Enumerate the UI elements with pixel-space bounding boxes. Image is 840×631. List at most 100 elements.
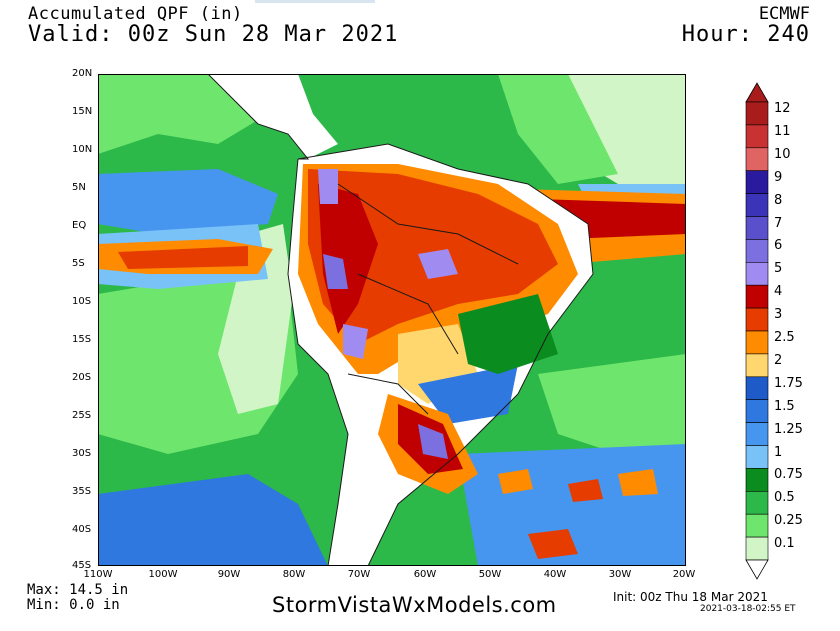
precip-band-light bbox=[498, 74, 618, 184]
legend-swatch bbox=[745, 422, 769, 446]
precip-band-light bbox=[538, 354, 686, 464]
legend-colorbar bbox=[745, 82, 769, 580]
precip-area-heavy bbox=[323, 254, 348, 289]
legend-label: 2.5 bbox=[774, 330, 795, 345]
top-strip bbox=[255, 0, 375, 3]
legend-label: 3 bbox=[774, 307, 783, 323]
legend-swatch bbox=[745, 330, 769, 355]
legend-label: 11 bbox=[774, 123, 791, 139]
precip-area-heavy bbox=[343, 324, 368, 359]
lat-label: 30S bbox=[72, 448, 92, 459]
land-mass bbox=[208, 74, 338, 159]
lat-label: 35S bbox=[72, 486, 92, 497]
precip-area-moderate bbox=[418, 364, 518, 424]
precip-band-red bbox=[118, 246, 248, 269]
lat-label: 20S bbox=[72, 372, 92, 383]
precip-band-blue bbox=[98, 169, 278, 234]
precip-area-heavy bbox=[418, 249, 458, 279]
legend-swatch bbox=[745, 170, 769, 194]
valid-time: Valid: 00z Sun 28 Mar 2021 bbox=[28, 22, 399, 47]
precip-area-heavy bbox=[418, 424, 448, 459]
legend-arrow-bottom bbox=[745, 559, 769, 580]
generated-time: 2021-03-18-02:55 ET bbox=[700, 604, 796, 614]
precip-band-blue bbox=[98, 474, 328, 566]
legend-swatch bbox=[745, 216, 769, 240]
precip-area-moderate bbox=[458, 294, 558, 374]
max-value: Max: 14.5 in bbox=[27, 582, 129, 598]
legend-label: 8 bbox=[774, 192, 783, 208]
legend-swatch bbox=[745, 376, 769, 400]
precip-band-light bbox=[218, 224, 293, 414]
legend-swatch bbox=[745, 262, 769, 286]
precip-cell bbox=[528, 529, 578, 559]
precip-area-heavy bbox=[318, 184, 378, 334]
map-title: Accumulated QPF (in) bbox=[28, 4, 243, 24]
lon-label: 40W bbox=[543, 569, 567, 580]
lat-label: 20N bbox=[72, 68, 93, 79]
legend-swatch bbox=[745, 307, 769, 332]
legend-swatch bbox=[745, 399, 769, 423]
legend-label: 0.75 bbox=[774, 467, 803, 483]
legend-swatch bbox=[745, 101, 769, 126]
legend-label: 1 bbox=[774, 444, 783, 460]
lon-label: 90W bbox=[217, 569, 241, 580]
legend-swatch bbox=[745, 124, 769, 149]
lat-label: 25S bbox=[72, 410, 92, 421]
legend-swatch bbox=[745, 513, 769, 538]
precip-cell bbox=[498, 469, 533, 494]
legend-label: 0.25 bbox=[774, 513, 803, 529]
legend-label: 0.1 bbox=[774, 536, 795, 552]
legend-label: 10 bbox=[774, 146, 791, 162]
legend-swatch bbox=[745, 147, 769, 172]
legend-swatch bbox=[745, 490, 769, 515]
model-name: ECMWF bbox=[758, 4, 810, 24]
forecast-hour: Hour: 240 bbox=[681, 22, 810, 47]
lon-label: 70W bbox=[347, 569, 371, 580]
map-frame bbox=[98, 74, 686, 566]
legend-swatch bbox=[745, 193, 769, 217]
legend-swatch bbox=[745, 445, 769, 469]
legend-label: 1.5 bbox=[774, 398, 795, 414]
lon-label: 110W bbox=[83, 569, 113, 580]
lon-label: 50W bbox=[478, 569, 502, 580]
legend-label: 7 bbox=[774, 215, 783, 231]
legend-label: 12 bbox=[774, 101, 791, 116]
legend-label: 2 bbox=[774, 352, 783, 368]
precipitation-map bbox=[98, 74, 686, 566]
legend-swatch bbox=[745, 239, 769, 263]
legend-swatch bbox=[745, 468, 769, 492]
lat-label: 5S bbox=[72, 258, 85, 269]
lon-label: 60W bbox=[413, 569, 437, 580]
legend-label: 9 bbox=[774, 169, 783, 185]
precip-area-heavy bbox=[318, 169, 338, 204]
legend-label: 0.5 bbox=[774, 490, 795, 506]
min-value: Min: 0.0 in bbox=[27, 597, 120, 613]
precip-cell bbox=[568, 479, 603, 502]
lon-label: 20W bbox=[672, 569, 696, 580]
lat-label: EQ bbox=[72, 220, 87, 231]
lat-label: 15N bbox=[72, 106, 93, 117]
legend-label: 5 bbox=[774, 261, 783, 277]
legend-label: 4 bbox=[774, 284, 783, 300]
legend-swatch bbox=[745, 353, 769, 378]
legend-arrow-top bbox=[745, 82, 769, 103]
legend-label: 1.75 bbox=[774, 375, 803, 391]
precip-band-light bbox=[98, 74, 268, 154]
lat-label: 10S bbox=[72, 296, 92, 307]
legend-label: 6 bbox=[774, 238, 783, 254]
lon-label: 100W bbox=[148, 569, 178, 580]
legend-label: 1.25 bbox=[774, 421, 803, 437]
lat-label: 40S bbox=[72, 524, 92, 535]
legend-swatch bbox=[745, 284, 769, 309]
lat-label: 5N bbox=[72, 182, 86, 193]
lat-label: 10N bbox=[72, 144, 93, 155]
lon-label: 30W bbox=[608, 569, 632, 580]
legend-swatch bbox=[745, 536, 769, 561]
coastline-borders bbox=[207, 74, 594, 566]
lat-label: 45S bbox=[72, 560, 92, 571]
precip-cell bbox=[618, 469, 658, 496]
init-time: Init: 00z Thu 18 Mar 2021 bbox=[613, 590, 768, 604]
site-watermark: StormVistaWxModels.com bbox=[272, 593, 557, 617]
lat-label: 15S bbox=[72, 334, 92, 345]
lon-label: 80W bbox=[282, 569, 306, 580]
